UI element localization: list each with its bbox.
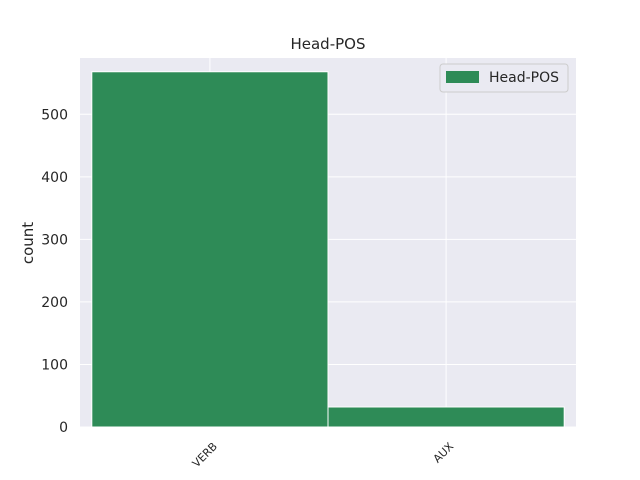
y-axis-label: count	[19, 222, 37, 264]
x-axis-ticks: VERB AUX	[190, 440, 457, 470]
y-tick-label: 200	[41, 295, 68, 311]
y-tick-label: 500	[41, 107, 68, 123]
y-tick-label: 0	[59, 420, 68, 436]
legend-swatch	[446, 71, 479, 83]
y-tick-label: 400	[41, 170, 68, 186]
y-tick-label: 100	[41, 357, 68, 373]
x-tick-label: AUX	[431, 440, 457, 466]
y-tick-label: 300	[41, 232, 68, 248]
chart-title: Head-POS	[290, 35, 365, 53]
legend: Head-POS	[439, 63, 569, 93]
bars	[91, 71, 565, 428]
bar-verb	[91, 71, 329, 428]
y-axis-ticks: 0 100 200 300 400 500	[41, 107, 68, 436]
bar-aux	[327, 406, 565, 428]
legend-label: Head-POS	[489, 70, 559, 86]
x-tick-label: VERB	[190, 440, 220, 470]
